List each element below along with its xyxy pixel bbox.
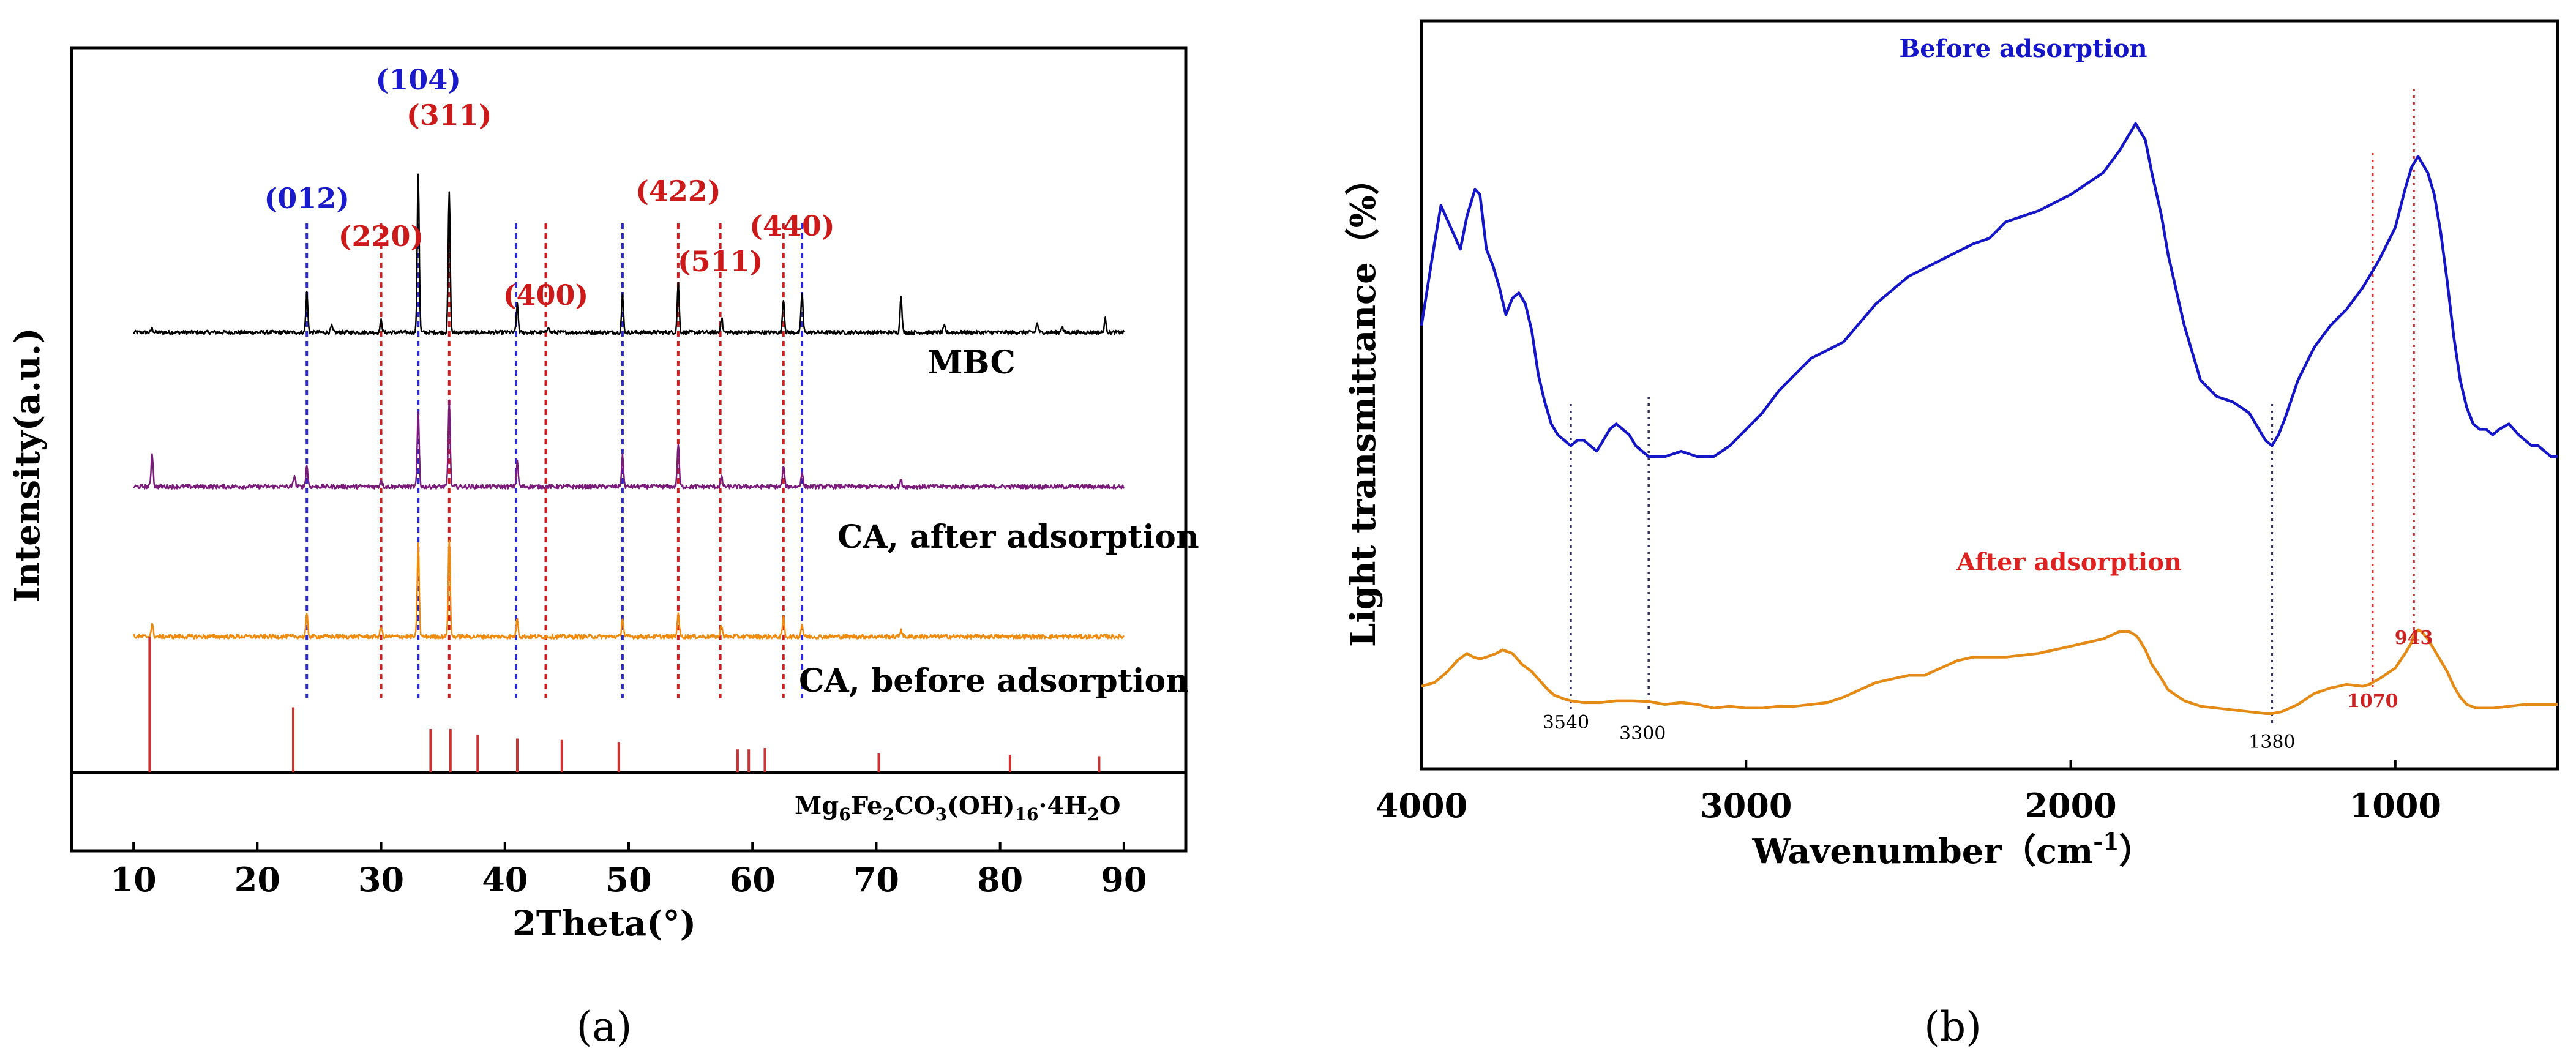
x-tick-label: 80 <box>977 860 1023 899</box>
miller-index-label: (104) <box>375 63 461 96</box>
panel-a-reference-lines <box>148 637 1101 772</box>
miller-index-label: (440) <box>749 209 835 242</box>
panel-a-xrd-chart: (012) (220) (104)(311) (400) (422) (511)(440)… <box>7 46 1199 1050</box>
panel-b-ftir-chart: 3540 3300 1380 1070 943 Before adsorption Af… <box>1343 19 2559 1050</box>
panel-b-series <box>1420 122 2558 715</box>
reference-formula-label: Mg6Fe2CO3(OH)16·4H2O <box>795 791 1120 825</box>
panel-a-x-ticks: 10 20 30 40 50 60 70 80 90 <box>111 842 1147 899</box>
series-label-before-adsorption: Before adsorption <box>1899 34 2147 63</box>
x-tick-label: 30 <box>358 860 404 899</box>
panel-b-label: (b) <box>1924 1003 1982 1050</box>
peak-label-1380: 1380 <box>2248 731 2295 753</box>
panel-b-y-axis-label: Light transmittance（%） <box>1343 161 1383 647</box>
x-tick-label: 1000 <box>2349 786 2441 825</box>
miller-index-label: (400) <box>503 279 589 312</box>
series-label-ca-after: CA, after adsorption <box>837 518 1199 556</box>
panel-b-plot-frame <box>1420 19 2559 771</box>
series-line-ca-after-adsorption <box>133 399 1125 490</box>
panel-b-dashed-guides <box>1570 89 2415 725</box>
peak-label-3540: 3540 <box>1543 712 1589 733</box>
miller-index-label: (311) <box>406 99 492 132</box>
miller-index-label: (012) <box>264 182 350 215</box>
x-tick-label: 60 <box>730 860 776 899</box>
panel-a-x-axis-label: 2Theta(°) <box>512 903 696 944</box>
panel-a-y-axis-label: Intensity(a.u.) <box>7 327 48 602</box>
series-line-after-adsorption <box>1421 628 2558 715</box>
series-label-mbc: MBC <box>927 344 1016 381</box>
x-tick-label: 10 <box>111 860 157 899</box>
series-line-before-adsorption <box>1420 122 2558 458</box>
series-label-after-adsorption: After adsorption <box>1956 548 2182 577</box>
panel-a-label: (a) <box>577 1003 632 1050</box>
panel-b-x-axis-label: Wavenumber（cm-1） <box>1751 828 2153 872</box>
x-tick-label: 50 <box>605 860 651 899</box>
peak-label-1070: 1070 <box>2347 690 2398 712</box>
series-line-ca-before-adsorption <box>132 539 1125 640</box>
panel-a-series <box>132 173 1125 640</box>
miller-index-label: (422) <box>635 174 721 208</box>
x-tick-label: 4000 <box>1376 786 1467 825</box>
panel-a-miller-indices: (012) (220) (104)(311) (400) (422) (511)(440) <box>264 63 834 312</box>
x-tick-label: 90 <box>1101 860 1147 899</box>
peak-label-943: 943 <box>2395 627 2433 649</box>
x-tick-label: 40 <box>482 860 528 899</box>
miller-index-label: (220) <box>339 220 424 253</box>
miller-index-label: (511) <box>678 245 763 278</box>
x-tick-label: 3000 <box>1700 786 1792 825</box>
x-tick-label: 20 <box>234 860 280 899</box>
panel-b-x-ticks: 4000 3000 2000 1000 <box>1376 760 2441 825</box>
peak-label-3300: 3300 <box>1619 723 1666 744</box>
x-tick-label: 2000 <box>2024 786 2116 825</box>
series-label-ca-before: CA, before adsorption <box>799 662 1189 700</box>
series-line-mbc <box>132 173 1125 335</box>
panel-b-peak-labels: 3540 3300 1380 1070 943 <box>1543 627 2433 753</box>
x-tick-label: 70 <box>853 860 899 899</box>
